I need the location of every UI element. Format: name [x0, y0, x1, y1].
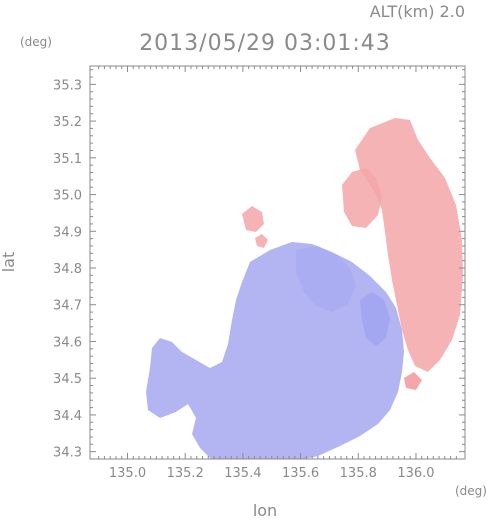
x-axis: 135.0 135.2 135.4 135.6 135.8 136.0	[98, 66, 457, 481]
receding-echo-arc	[342, 168, 382, 228]
receding-echo-patch-west	[242, 206, 264, 232]
receding-echo-core	[404, 372, 422, 390]
y-axis: 35.3 35.2 35.1 35.0 34.9 34.8 34.7 34.6 34.5 34.4…	[53, 69, 465, 461]
y-tick-label: 34.3	[53, 446, 82, 461]
approaching-echo-east	[360, 292, 390, 346]
approaching-echo-region	[146, 242, 404, 459]
y-tick-label: 34.9	[53, 225, 82, 240]
x-unit-label: (deg)	[455, 484, 487, 498]
y-tick-label: 34.5	[53, 372, 82, 387]
receding-echo-patch-small	[255, 234, 268, 248]
y-unit-label: (deg)	[20, 35, 52, 49]
x-tick-label: 135.0	[109, 466, 146, 481]
y-tick-label: 35.1	[53, 152, 82, 167]
receding-echo-region	[355, 118, 463, 372]
y-tick-label: 34.7	[53, 299, 82, 314]
y-tick-label: 35.0	[53, 189, 82, 204]
x-tick-label: 136.0	[397, 466, 434, 481]
x-tick-label: 135.6	[282, 466, 319, 481]
y-tick-label: 34.4	[53, 409, 82, 424]
x-tick-label: 135.2	[167, 466, 204, 481]
y-tick-label: 34.6	[53, 335, 82, 350]
approaching-echo-light	[296, 246, 356, 312]
y-tick-label: 35.3	[53, 78, 82, 93]
x-tick-label: 135.8	[340, 466, 377, 481]
y-tick-label: 34.8	[53, 262, 82, 277]
x-tick-label: 135.4	[224, 466, 261, 481]
timestamp-title: 2013/05/29 03:01:43	[139, 31, 391, 56]
altitude-label: ALT(km) 2.0	[370, 2, 465, 21]
map-axes: 135.0 135.2 135.4 135.6 135.8 136.0 35.335.23…	[53, 65, 466, 481]
velocity-field	[146, 118, 463, 459]
y-axis-title: lat	[0, 252, 18, 273]
x-axis-title: lon	[253, 501, 277, 520]
y-tick-label: 35.2	[53, 115, 82, 130]
